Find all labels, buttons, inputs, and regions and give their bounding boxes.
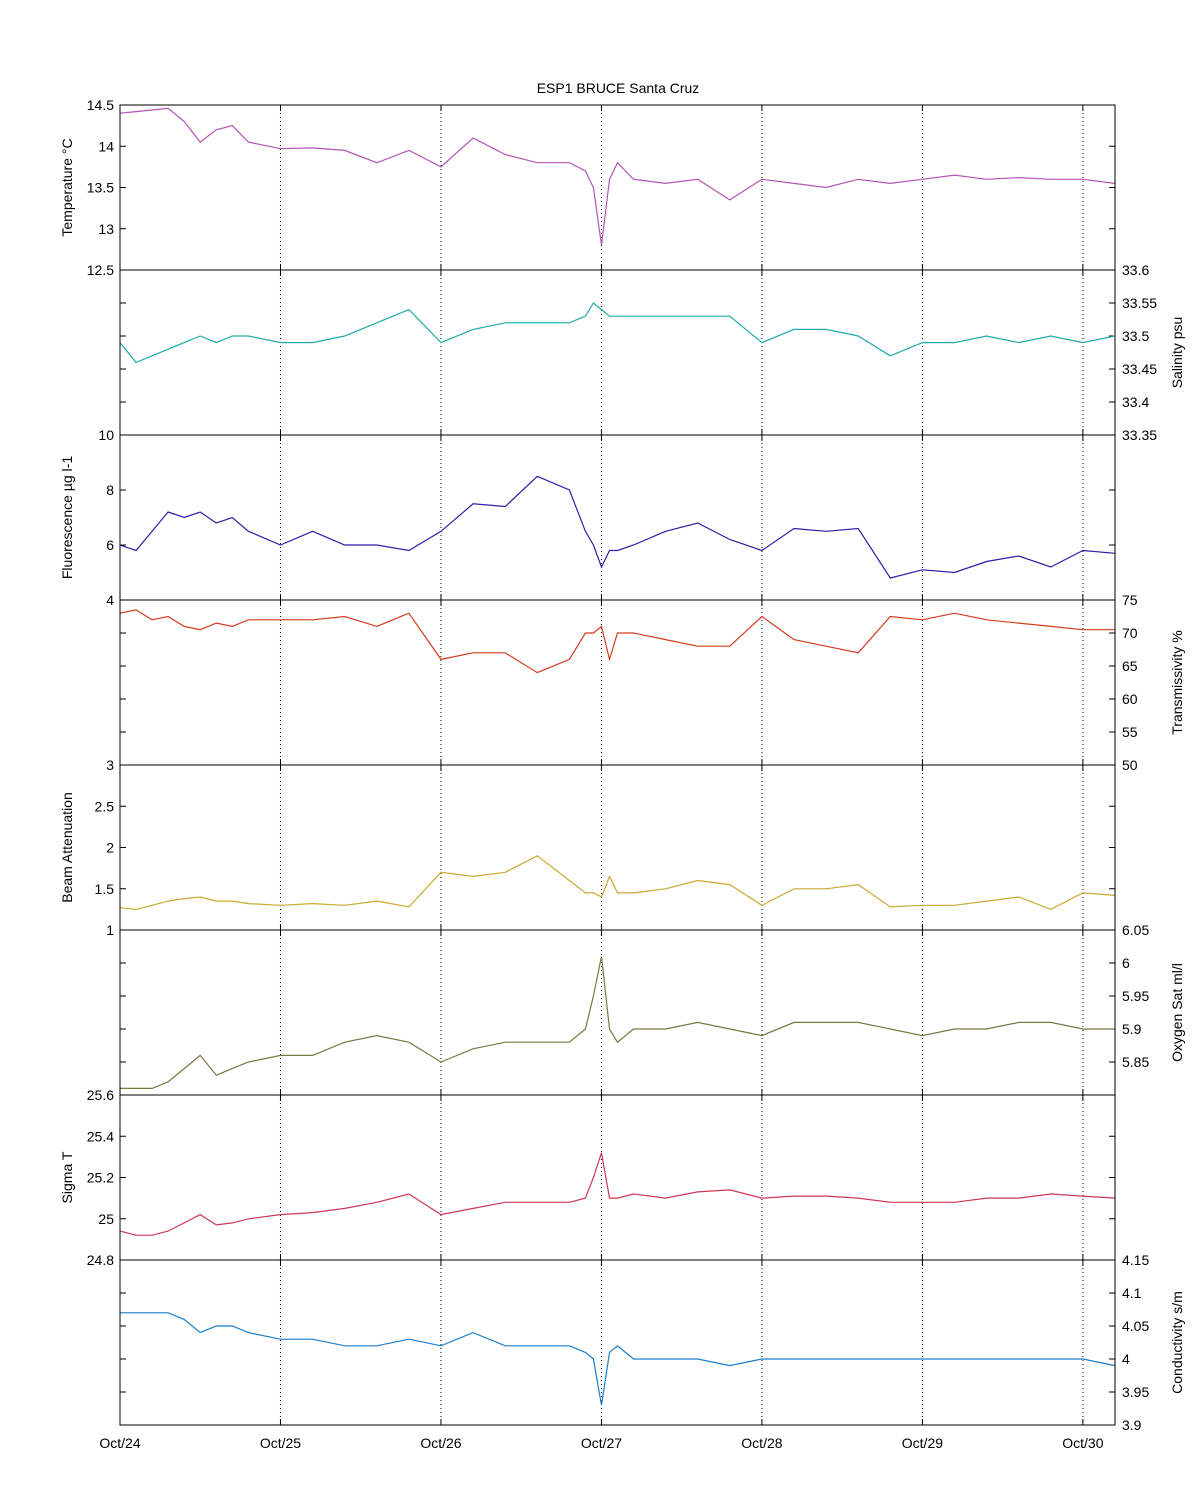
y-tick-label: 4.15 [1122, 1252, 1149, 1268]
series-line [120, 1312, 1116, 1406]
y-tick-label: 3 [106, 757, 114, 773]
y-tick-label: 60 [1122, 691, 1138, 707]
y-tick-label: 10 [98, 427, 114, 443]
y-tick-label: 3.95 [1122, 1384, 1149, 1400]
y-tick-label: 33.55 [1122, 295, 1157, 311]
x-tick-label: Oct/24 [99, 1435, 140, 1451]
y-tick-label: 2.5 [95, 798, 115, 814]
plot-frame [119, 1094, 1116, 1261]
series-line [120, 956, 1115, 1090]
y-axis-label: Oxygen Sat ml/l [1169, 963, 1185, 1062]
y-tick-label: 25.6 [87, 1087, 114, 1103]
x-tick-label: Oct/27 [581, 1435, 622, 1451]
y-tick-label: 2 [106, 840, 114, 856]
series-line [119, 107, 1116, 246]
y-tick-label: 13.5 [87, 180, 114, 196]
y-tick-label: 1 [106, 922, 114, 938]
x-tick-label: Oct/30 [1062, 1435, 1103, 1451]
y-axis-label: Conductivity s/m [1169, 1291, 1185, 1394]
figure-title: ESP1 BRUCE Santa Cruz [537, 80, 700, 96]
y-axis-label: Beam Attenuation [59, 792, 75, 903]
y-tick-label: 3.9 [1122, 1417, 1142, 1433]
y-tick-label: 4 [1122, 1351, 1130, 1367]
y-axis-label: Fluorescence µg l-1 [59, 456, 75, 579]
panel-7: 24.8 25 25.2 25.4 25.6 Sigma T [59, 1087, 1116, 1268]
series-line [119, 1152, 1116, 1236]
y-tick-label: 25 [98, 1211, 114, 1227]
series-line [119, 475, 1116, 579]
y-tick-label: 1.5 [95, 881, 115, 897]
x-tick-label: Oct/29 [902, 1435, 943, 1451]
y-tick-label: 25.4 [87, 1128, 114, 1144]
series-line [119, 855, 1116, 911]
plot-frame [119, 1259, 1116, 1426]
panel-4: 50 55 60 65 70 75 Transmissivity % [119, 592, 1185, 773]
y-tick-label: 55 [1122, 724, 1138, 740]
x-tick-label: Oct/25 [260, 1435, 301, 1451]
y-tick-label: 4.05 [1122, 1318, 1149, 1334]
y-tick-label: 4 [106, 592, 114, 608]
panel-6: 5.85 5.9 5.95 6 6.05 Oxygen Sat ml/l [119, 922, 1185, 1096]
y-tick-label: 33.45 [1122, 361, 1157, 377]
series-line [119, 302, 1116, 364]
panel-3: 4 6 8 10 Fluorescence µg l-1 [59, 427, 1116, 608]
y-tick-label: 24.8 [87, 1252, 114, 1268]
y-tick-label: 8 [106, 482, 114, 498]
y-tick-label: 5.9 [1122, 1021, 1142, 1037]
plot-frame [119, 434, 1116, 601]
y-tick-label: 65 [1122, 658, 1138, 674]
y-tick-label: 33.35 [1122, 427, 1157, 443]
x-tick-label: Oct/28 [741, 1435, 782, 1451]
x-axis-labels: Oct/24 Oct/25 Oct/26 Oct/27 Oct/28 Oct/29 Oct/… [99, 1435, 1103, 1451]
y-tick-label: 6 [106, 537, 114, 553]
panel-8: 3.9 3.95 4 4.05 4.1 4.15 Conductivity s/m [119, 1252, 1185, 1433]
y-tick-label: 75 [1122, 592, 1138, 608]
y-axis-label: Temperature °C [59, 138, 75, 236]
x-tick-label: Oct/26 [420, 1435, 461, 1451]
y-tick-label: 33.5 [1122, 328, 1149, 344]
plot-frame [119, 104, 1116, 271]
series-line [119, 609, 1115, 674]
y-tick-label: 25.2 [87, 1170, 114, 1186]
plot-frame [119, 929, 1116, 1096]
panel-5: 1 1.5 2 2.5 3 Beam Attenuation [59, 757, 1116, 938]
y-tick-label: 6 [1122, 955, 1130, 971]
y-tick-label: 6.05 [1122, 922, 1149, 938]
y-tick-label: 5.85 [1122, 1054, 1149, 1070]
y-tick-label: 14.5 [87, 97, 114, 113]
y-tick-label: 70 [1122, 625, 1138, 641]
y-tick-label: 4.1 [1122, 1285, 1142, 1301]
plot-frame [119, 269, 1116, 436]
plot-frame [119, 599, 1116, 766]
y-axis-label: Transmissivity % [1169, 630, 1185, 735]
y-tick-label: 33.6 [1122, 262, 1149, 278]
y-tick-label: 33.4 [1122, 394, 1149, 410]
panel-2: 33.35 33.4 33.45 33.5 33.55 33.6 Salinity psu [119, 262, 1185, 443]
y-tick-label: 12.5 [87, 262, 114, 278]
y-tick-label: 50 [1122, 757, 1138, 773]
panel-1: 12.5 13 13.5 14 14.5 Temperature °C [59, 97, 1116, 278]
y-tick-label: 14 [98, 138, 114, 154]
y-tick-label: 5.95 [1122, 988, 1149, 1004]
y-axis-label: Sigma T [59, 1151, 75, 1203]
y-axis-label: Salinity psu [1169, 317, 1185, 389]
y-tick-label: 13 [98, 221, 114, 237]
